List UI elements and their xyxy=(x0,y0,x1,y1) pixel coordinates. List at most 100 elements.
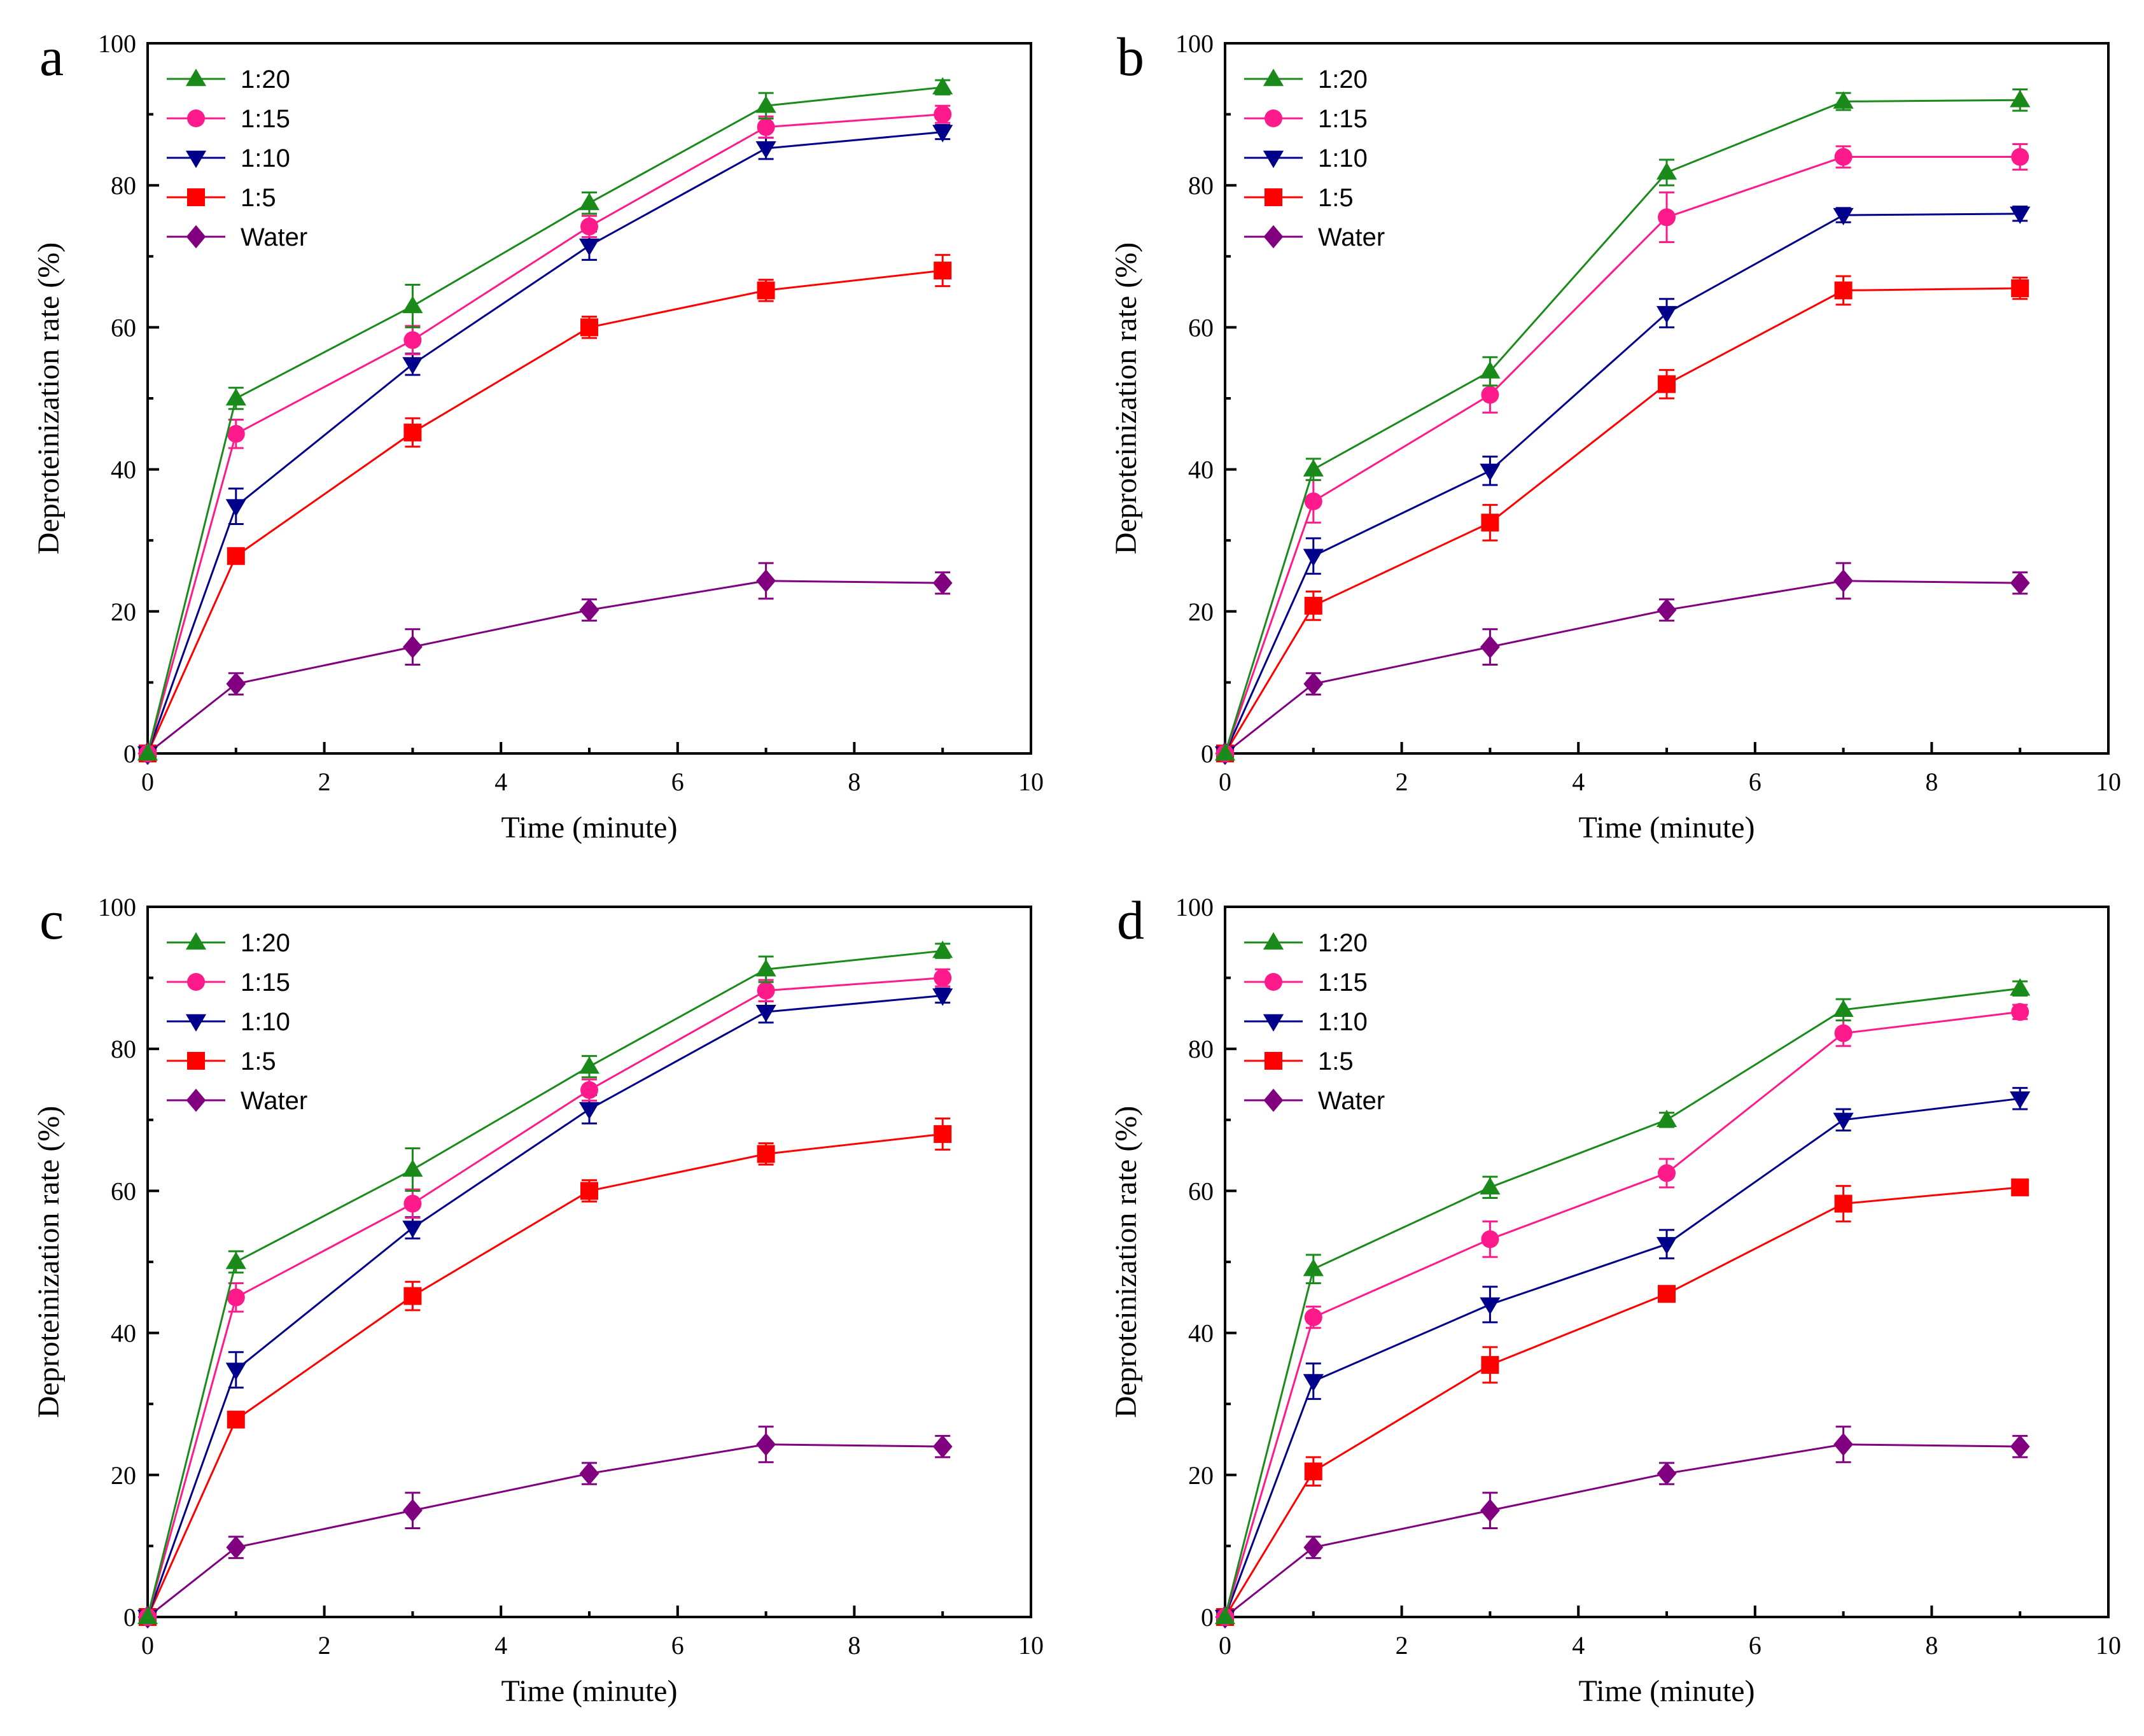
y-tick-label: 80 xyxy=(1188,1035,1214,1063)
data-point xyxy=(756,1432,776,1457)
legend-label: 1:5 xyxy=(241,184,276,212)
data-point xyxy=(1480,1177,1501,1195)
data-point xyxy=(1214,1606,1236,1625)
x-tick-label: 10 xyxy=(1018,1631,1044,1660)
data-point xyxy=(402,295,423,314)
legend-marker xyxy=(185,932,207,950)
data-point xyxy=(2011,1003,2029,1021)
data-point xyxy=(227,1288,245,1306)
legend-marker xyxy=(1263,1088,1284,1112)
data-point xyxy=(1304,1308,1322,1327)
data-point xyxy=(932,571,953,595)
y-tick-label: 20 xyxy=(111,598,136,626)
data-point xyxy=(1834,281,1853,300)
y-tick-label: 80 xyxy=(111,171,136,200)
data-point xyxy=(1658,1285,1676,1303)
data-point xyxy=(2010,978,2031,996)
data-point xyxy=(579,598,599,622)
legend-marker xyxy=(187,188,205,206)
x-tick-label: 8 xyxy=(848,1631,860,1660)
y-tick-label: 40 xyxy=(1188,1319,1214,1348)
data-point xyxy=(757,281,775,300)
data-point xyxy=(1834,1024,1853,1042)
data-point xyxy=(932,941,953,958)
data-point xyxy=(1303,459,1324,477)
series-line xyxy=(1224,1443,2021,1618)
data-point xyxy=(137,743,158,761)
x-tick-label: 8 xyxy=(1925,1631,1938,1660)
y-tick-label: 40 xyxy=(1188,456,1214,484)
series-1-10 xyxy=(137,123,953,764)
legend-marker xyxy=(1265,1052,1282,1070)
x-axis-title: Time (minute) xyxy=(501,1674,678,1708)
y-tick-label: 60 xyxy=(111,1177,136,1205)
panel-letter: d xyxy=(1117,890,1144,951)
legend-label: 1:15 xyxy=(1318,105,1368,133)
y-tick-label: 60 xyxy=(1188,1177,1214,1205)
data-point xyxy=(1656,162,1678,180)
legend-marker xyxy=(1263,68,1284,87)
x-tick-label: 0 xyxy=(1219,1631,1231,1660)
series-line xyxy=(1224,1011,2021,1618)
legend-label: 1:5 xyxy=(1318,1047,1354,1075)
series-line xyxy=(146,131,943,754)
data-point xyxy=(2011,148,2029,166)
data-point xyxy=(579,1462,599,1485)
legend-marker xyxy=(185,68,207,87)
data-point xyxy=(1657,1462,1677,1485)
y-tick-label: 20 xyxy=(1188,598,1214,626)
y-tick-label: 0 xyxy=(1201,1603,1214,1632)
legend-label: Water xyxy=(1318,1087,1385,1115)
data-point xyxy=(2010,90,2031,108)
series-line xyxy=(147,1443,943,1618)
x-tick-label: 10 xyxy=(1018,767,1044,796)
y-tick-label: 100 xyxy=(98,29,136,58)
legend-label: 1:20 xyxy=(1318,929,1368,957)
data-point xyxy=(225,1251,246,1270)
series-line xyxy=(147,580,943,755)
series-line xyxy=(146,1133,943,1618)
data-point xyxy=(226,1536,246,1559)
data-point xyxy=(1480,463,1501,481)
data-point xyxy=(1214,743,1236,761)
data-point xyxy=(757,118,775,136)
x-tick-label: 4 xyxy=(494,1631,507,1660)
legend-label: Water xyxy=(241,223,307,251)
data-point xyxy=(1480,635,1500,659)
legend-label: 1:10 xyxy=(1318,1008,1368,1036)
data-point xyxy=(1833,569,1853,593)
data-point xyxy=(755,1004,776,1023)
series-1-20 xyxy=(137,941,953,1625)
data-point xyxy=(1833,1432,1853,1457)
x-tick-label: 4 xyxy=(1572,767,1585,796)
y-axis-title: Deproteinization rate (%) xyxy=(32,242,66,554)
series-line xyxy=(146,269,943,754)
legend: 1:20 1:15 1:10 1:5 Water xyxy=(1244,929,1385,1115)
data-point xyxy=(1481,1230,1499,1249)
data-point xyxy=(934,262,952,280)
series-1-10 xyxy=(1214,1087,2031,1628)
series-water xyxy=(137,562,953,766)
legend-marker xyxy=(187,109,205,127)
data-point xyxy=(1304,1462,1322,1481)
x-tick-label: 0 xyxy=(141,767,154,796)
data-point xyxy=(403,1194,422,1213)
data-point xyxy=(225,388,246,406)
data-point xyxy=(227,1410,245,1429)
panel-letter: c xyxy=(39,890,64,951)
y-tick-label: 60 xyxy=(111,313,136,342)
data-point xyxy=(1658,375,1676,393)
data-point xyxy=(1480,361,1501,379)
data-point xyxy=(2011,279,2029,298)
legend-marker xyxy=(1263,932,1284,950)
data-point xyxy=(1303,549,1324,566)
data-point xyxy=(755,959,776,977)
data-point xyxy=(2011,1178,2029,1196)
data-point xyxy=(1656,1236,1678,1255)
series-1-10 xyxy=(1214,206,2031,764)
data-point xyxy=(578,238,600,256)
legend-label: 1:10 xyxy=(241,144,290,172)
